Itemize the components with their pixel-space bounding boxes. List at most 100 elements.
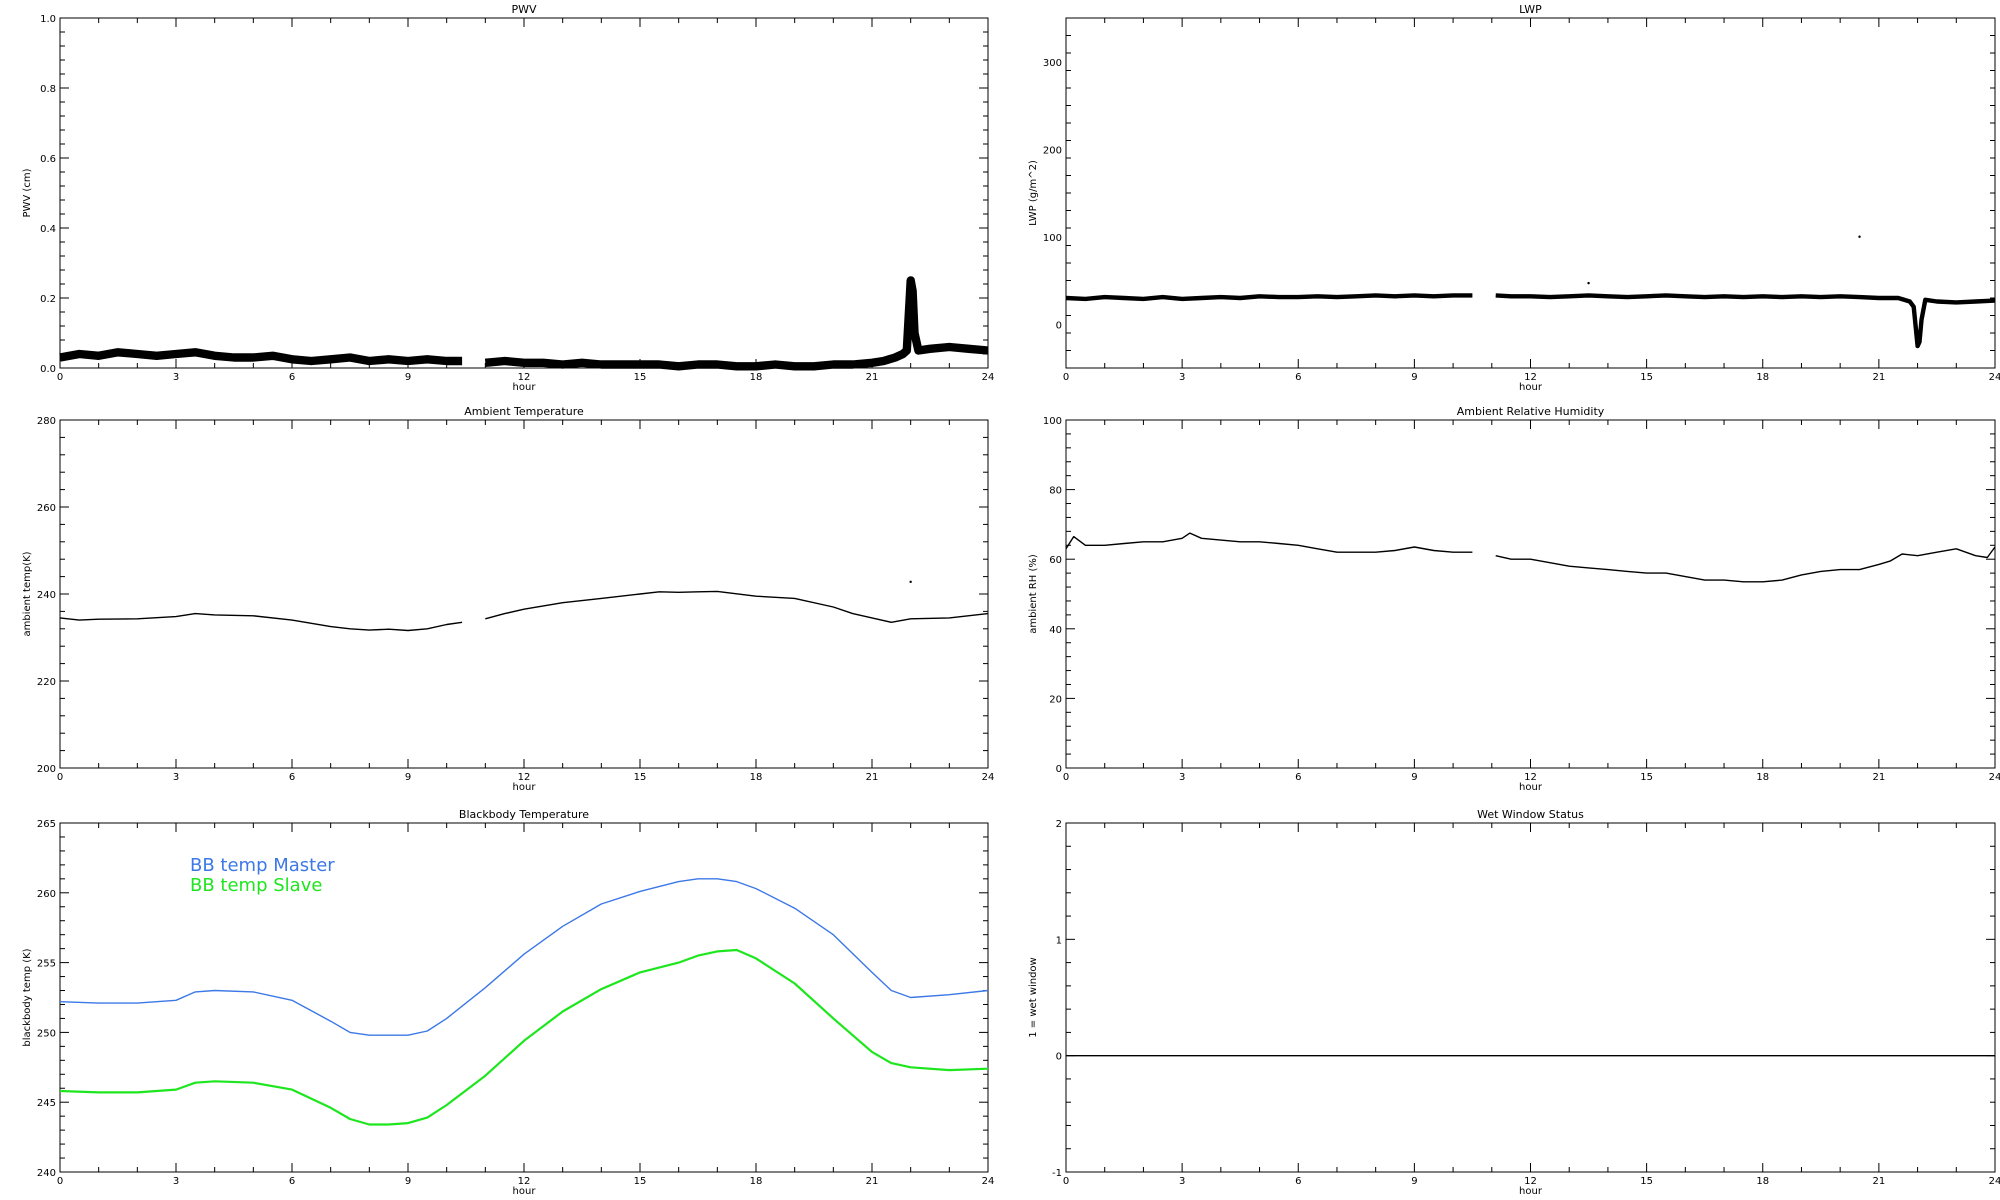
x-tick-label: 18 (750, 372, 763, 383)
y-tick-label: 20 (1049, 694, 1062, 705)
x-tick-label: 24 (1989, 1176, 2000, 1187)
x-tick-label: 0 (1063, 1176, 1069, 1187)
x-tick-label: 12 (1524, 1176, 1537, 1187)
y-tick-label: 250 (37, 1028, 56, 1039)
x-tick-label: 9 (1411, 372, 1417, 383)
y-tick-label: 0 (1056, 764, 1062, 775)
x-tick-label: 24 (982, 372, 995, 383)
x-tick-label: 0 (57, 1176, 63, 1187)
y-tick-label: 265 (37, 819, 56, 830)
x-tick-label: 18 (750, 1176, 763, 1187)
x-tick-label: 21 (866, 1176, 879, 1187)
x-tick-label: 15 (634, 772, 647, 783)
y-tick-label: 260 (37, 503, 56, 514)
plot-frame (59, 419, 989, 769)
chart-bb: 0 3 6 9 12 15 18 21 24 240 245 250 255 260 265 Blackbod… (22, 808, 994, 1197)
x-tick-label: 6 (1295, 372, 1301, 383)
legend-entry: BB temp Master (190, 855, 335, 876)
chart-title: Ambient Temperature (464, 405, 584, 418)
data-point (1587, 281, 1590, 285)
y-tick-label: 200 (1043, 145, 1062, 156)
x-tick-label: 15 (1640, 772, 1653, 783)
x-tick-label: 15 (1640, 1176, 1653, 1187)
x-tick-label: 3 (1179, 1176, 1185, 1187)
x-axis-label: hour (513, 782, 537, 793)
x-tick-label: 3 (173, 1176, 179, 1187)
series-line-0 (485, 590, 989, 623)
y-axis-label: ambient temp(K) (22, 551, 33, 636)
chart-pwv: 0 3 6 9 12 15 18 21 24 0.0 0.2 0.4 0.6 0.8 1.0 PWV hour P… (22, 3, 994, 393)
x-tick-label: 0 (57, 772, 63, 783)
x-tick-label: 9 (1411, 1176, 1417, 1187)
x-tick-label: 18 (1756, 772, 1769, 783)
series-line-0 (1065, 293, 1473, 302)
x-tick-label: 9 (405, 372, 411, 383)
data-point (909, 580, 912, 584)
series-line-0 (484, 276, 989, 371)
x-tick-label: 21 (1873, 772, 1886, 783)
y-axis-label: LWP (g/m^2) (1028, 160, 1039, 226)
x-tick-label: 6 (289, 1176, 295, 1187)
y-tick-label: 100 (1043, 233, 1062, 244)
x-tick-label: 9 (405, 772, 411, 783)
y-axis-label: PWV (cm) (22, 168, 33, 217)
data-point (1858, 235, 1861, 238)
y-tick-label: 1 (1056, 935, 1062, 946)
x-tick-label: 24 (982, 772, 995, 783)
x-tick-label: 6 (1295, 1176, 1301, 1187)
x-tick-label: 21 (866, 772, 879, 783)
series-line-0 (1495, 293, 1996, 349)
y-tick-label: 200 (37, 764, 56, 775)
chart-title: Wet Window Status (1477, 808, 1584, 821)
chart-title: PWV (511, 3, 537, 16)
y-axis-label: blackbody temp (K) (22, 948, 33, 1046)
y-tick-label: 240 (37, 590, 56, 601)
x-tick-label: 18 (1756, 372, 1769, 383)
x-tick-label: 15 (1640, 372, 1653, 383)
y-tick-label: 2 (1056, 819, 1062, 830)
series-line-0 (59, 878, 989, 1036)
legend-entry: BB temp Slave (190, 875, 322, 896)
x-tick-label: 12 (518, 1176, 531, 1187)
x-tick-label: 9 (405, 1176, 411, 1187)
x-tick-label: 3 (1179, 372, 1185, 383)
y-tick-label: 255 (37, 959, 56, 970)
chart-temp: 0 3 6 9 12 15 18 21 24 200 220 240 260 280 Ambient Tem… (22, 405, 994, 793)
x-axis-label: hour (513, 1186, 537, 1197)
y-axis-label: 1 = wet window (1028, 957, 1039, 1037)
series-line-0 (59, 348, 463, 366)
y-tick-label: 280 (37, 416, 56, 427)
x-tick-label: 15 (634, 1176, 647, 1187)
y-tick-label: 0.0 (40, 364, 56, 375)
y-tick-label: 60 (1049, 555, 1062, 566)
x-tick-label: 21 (866, 372, 879, 383)
y-tick-label: 0.6 (40, 154, 56, 165)
y-axis-label: ambient RH (%) (1028, 554, 1039, 634)
x-tick-label: 6 (289, 772, 295, 783)
x-axis-label: hour (513, 382, 537, 393)
chart-title: Blackbody Temperature (459, 808, 589, 821)
x-tick-label: 21 (1873, 1176, 1886, 1187)
y-tick-label: 1.0 (40, 14, 56, 25)
x-tick-label: 6 (289, 372, 295, 383)
x-tick-label: 12 (518, 772, 531, 783)
series-line-1 (59, 948, 989, 1126)
x-tick-label: 0 (57, 372, 63, 383)
x-tick-label: 6 (1295, 772, 1301, 783)
series-line-0 (59, 612, 463, 632)
y-tick-label: -1 (1052, 1168, 1062, 1179)
x-tick-label: 9 (1411, 772, 1417, 783)
plot-frame (1065, 419, 1996, 769)
y-tick-label: 100 (1043, 416, 1062, 427)
y-tick-label: 260 (37, 889, 56, 900)
x-tick-label: 0 (1063, 772, 1069, 783)
y-tick-label: 300 (1043, 58, 1062, 69)
y-tick-label: 220 (37, 677, 56, 688)
plot-frame (59, 17, 989, 369)
y-tick-label: 0.2 (40, 294, 56, 305)
series-line-0 (1495, 546, 1996, 583)
x-axis-label: hour (1519, 382, 1543, 393)
series-line-0 (1065, 532, 1473, 553)
chart-title: LWP (1519, 3, 1542, 16)
